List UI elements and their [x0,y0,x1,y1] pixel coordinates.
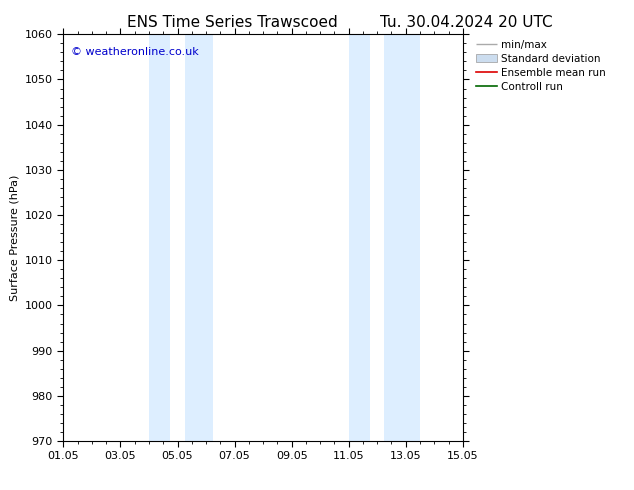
Text: ENS Time Series Trawscoed: ENS Time Series Trawscoed [127,15,337,30]
Legend: min/max, Standard deviation, Ensemble mean run, Controll run: min/max, Standard deviation, Ensemble me… [476,40,605,92]
Bar [149,34,171,441]
Text: © weatheronline.co.uk: © weatheronline.co.uk [72,47,199,56]
Bar [184,34,213,441]
Bar [384,34,420,441]
Y-axis label: Surface Pressure (hPa): Surface Pressure (hPa) [10,174,19,301]
Text: Tu. 30.04.2024 20 UTC: Tu. 30.04.2024 20 UTC [380,15,553,30]
Bar [349,34,370,441]
